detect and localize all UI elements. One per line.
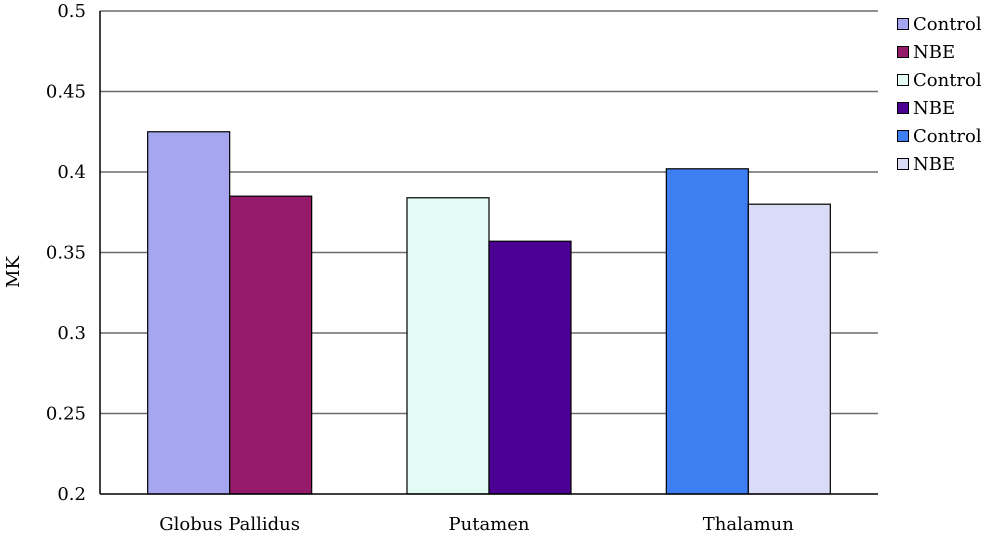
legend-item: NBE	[897, 150, 1000, 178]
legend-item: NBE	[897, 94, 1000, 122]
bar-putamen-control	[406, 197, 490, 495]
y-tick-label: 0.5	[57, 1, 86, 22]
legend-label: Control	[913, 69, 982, 91]
legend-item: NBE	[897, 38, 1000, 66]
x-category-labels: Globus Pallidus Putamen Thalamun	[159, 514, 794, 535]
legend-swatch	[897, 158, 909, 170]
bars	[147, 131, 831, 495]
y-tick-label: 0.45	[46, 82, 86, 103]
y-tick-labels: 0.2 0.25 0.3 0.35 0.4 0.45 0.5	[46, 1, 86, 505]
legend-label: Control	[913, 125, 982, 147]
x-category-label: Globus Pallidus	[159, 514, 300, 535]
legend-label: NBE	[913, 97, 956, 119]
legend: Control NBE Control NBE Control NBE	[897, 10, 1000, 178]
y-tick-label: 0.3	[57, 323, 86, 344]
x-category-label: Thalamun	[703, 514, 794, 535]
bar-putamen-nbe	[488, 240, 572, 495]
bar-thalamun-control	[665, 168, 749, 495]
x-category-label: Putamen	[449, 514, 530, 535]
legend-swatch	[897, 18, 909, 30]
y-tick-label: 0.25	[46, 404, 86, 425]
legend-label: NBE	[913, 153, 956, 175]
legend-swatch	[897, 74, 909, 86]
y-tick-label: 0.2	[57, 484, 86, 505]
legend-item: Control	[897, 66, 1000, 94]
legend-label: Control	[913, 13, 982, 35]
bar-globus-pallidus-control	[147, 131, 231, 495]
legend-swatch	[897, 130, 909, 142]
legend-label: NBE	[913, 41, 956, 63]
legend-item: Control	[897, 122, 1000, 150]
legend-swatch	[897, 102, 909, 114]
legend-swatch	[897, 46, 909, 58]
bar-thalamun-nbe	[747, 203, 831, 495]
bar-globus-pallidus-nbe	[229, 195, 313, 495]
legend-item: Control	[897, 10, 1000, 38]
y-tick-label: 0.4	[57, 162, 86, 183]
y-tick-label: 0.35	[46, 243, 86, 264]
y-axis-title: MK	[3, 256, 24, 288]
